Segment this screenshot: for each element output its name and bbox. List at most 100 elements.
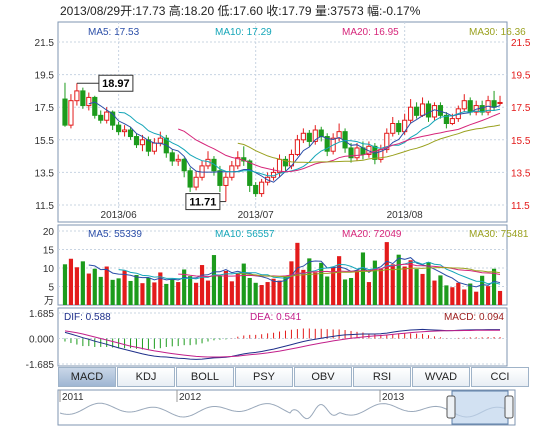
candle-down bbox=[437, 105, 444, 116]
volume-bar-down bbox=[188, 276, 193, 305]
low-annotation-label: 11.71 bbox=[189, 197, 216, 209]
overview-range-selection bbox=[451, 390, 509, 425]
volume-bar-up bbox=[86, 273, 91, 305]
volume-bar-down bbox=[92, 268, 97, 305]
tab-obv[interactable]: OBV bbox=[294, 367, 352, 387]
price-ytick-right: 11.5 bbox=[511, 201, 530, 212]
volume-ytick: 10 bbox=[43, 264, 55, 275]
volume-bar-up bbox=[408, 260, 413, 305]
tab-boll[interactable]: BOLL bbox=[176, 367, 234, 387]
low-annotation-box bbox=[185, 193, 221, 211]
candle-down bbox=[181, 158, 187, 172]
volume-bar-up bbox=[354, 270, 360, 305]
tab-kdj[interactable]: KDJ bbox=[117, 367, 175, 387]
candle-down bbox=[414, 106, 420, 116]
volume-bar-up bbox=[378, 268, 383, 305]
candle-down bbox=[92, 96, 98, 116]
candle-up bbox=[74, 90, 80, 102]
price-ytick-right: 13.5 bbox=[511, 168, 531, 179]
candle-up bbox=[104, 111, 110, 121]
volume-bar-up bbox=[301, 269, 306, 305]
candle-up bbox=[390, 123, 396, 134]
quote-date: 2013/08/29 bbox=[60, 4, 121, 18]
volume-bar-down bbox=[128, 280, 133, 305]
volume-bar-up bbox=[235, 273, 240, 305]
volume-bar-down bbox=[426, 262, 431, 305]
candle-down bbox=[62, 98, 68, 126]
high-label: 高: bbox=[168, 4, 185, 18]
candle-down bbox=[443, 114, 449, 124]
volume-bar-up bbox=[271, 278, 276, 305]
overview-xtick: 2012 bbox=[179, 392, 202, 403]
price-ytick-right: 15.5 bbox=[511, 136, 531, 147]
volume-bar-up bbox=[199, 265, 205, 305]
volume-unit: 万 bbox=[44, 296, 54, 307]
close-label: 收: bbox=[266, 4, 282, 18]
overview-sparkline bbox=[59, 402, 513, 420]
volume-bar-down bbox=[134, 275, 139, 305]
close-value: 17.79 bbox=[281, 4, 312, 18]
candle-up bbox=[259, 181, 265, 195]
volume-bar-up bbox=[205, 280, 211, 305]
candle-down bbox=[306, 132, 312, 142]
tab-psy[interactable]: PSY bbox=[235, 367, 293, 387]
volume-bar-down bbox=[319, 262, 324, 305]
volume-bar-up bbox=[265, 282, 270, 305]
candle-down bbox=[318, 129, 324, 138]
volume-bar-up bbox=[450, 287, 455, 305]
volume-bar-down bbox=[325, 276, 330, 305]
overview-left-handle[interactable] bbox=[446, 395, 456, 419]
volume-bar-up bbox=[456, 282, 461, 305]
volume-bar-down bbox=[241, 263, 246, 305]
volume-bar-up bbox=[152, 282, 157, 305]
volume-bar-up bbox=[68, 258, 74, 305]
volume-bar-down bbox=[62, 264, 68, 305]
candle-down bbox=[145, 139, 151, 152]
price-ytick-left: 19.5 bbox=[35, 71, 55, 82]
volume-bar-up bbox=[259, 285, 264, 305]
tab-wvad[interactable]: WVAD bbox=[412, 367, 470, 387]
candle-up bbox=[497, 101, 503, 104]
volume-bar-up bbox=[337, 256, 342, 305]
candle-down bbox=[169, 152, 175, 162]
candle-up bbox=[449, 118, 455, 125]
volume-bar-down bbox=[348, 277, 354, 305]
macd-ytick: -1.685 bbox=[26, 360, 55, 371]
tab-cci[interactable]: CCI bbox=[471, 367, 529, 387]
volume-ma30-line bbox=[237, 266, 501, 278]
volume-bar-up bbox=[289, 261, 294, 305]
volume-bar-up bbox=[366, 282, 371, 305]
volume-bar-down bbox=[468, 283, 473, 305]
volume-bar-down bbox=[342, 279, 348, 305]
volume-bar-down bbox=[253, 282, 258, 305]
overview-right-handle[interactable] bbox=[504, 395, 514, 419]
candle-up bbox=[139, 139, 146, 146]
volume-bar-down bbox=[80, 261, 85, 305]
tab-macd[interactable]: MACD bbox=[58, 367, 116, 387]
volume-bar-down bbox=[182, 269, 187, 305]
candle-down bbox=[217, 170, 223, 186]
price-ytick-right: 19.5 bbox=[511, 71, 531, 82]
overview-xtick: 2013 bbox=[382, 392, 405, 403]
candle-up bbox=[312, 129, 318, 142]
price-ma-legend-ma5: MA5: 17.53 bbox=[88, 27, 140, 38]
candle-up bbox=[121, 129, 128, 133]
tab-rsi[interactable]: RSI bbox=[353, 367, 411, 387]
volume-ma-legend-ma20: MA20: 72049 bbox=[342, 229, 402, 240]
candle-down bbox=[98, 114, 104, 121]
candle-up bbox=[235, 157, 241, 167]
volume-bar-down bbox=[247, 277, 252, 305]
volume-bar-up bbox=[194, 282, 199, 305]
volume-ytick: 20 bbox=[43, 227, 55, 238]
quote-header: 2013/08/29开:17.73 高:18.20 低:17.60 收:17.7… bbox=[60, 2, 420, 19]
volume-bar-down bbox=[396, 254, 401, 305]
price-ma-legend-ma20: MA20: 16.95 bbox=[342, 27, 399, 38]
candle-up bbox=[300, 132, 306, 141]
candle-up bbox=[151, 142, 157, 152]
volume-bar-up bbox=[229, 281, 234, 305]
volume-ma-legend-ma30: MA30: 75481 bbox=[469, 229, 529, 240]
price-ytick-left: 15.5 bbox=[35, 136, 55, 147]
price-ma-legend-ma30: MA30: 16.36 bbox=[469, 27, 526, 38]
volume-bar-up bbox=[462, 289, 467, 305]
high-annotation-label: 18.97 bbox=[102, 78, 130, 90]
